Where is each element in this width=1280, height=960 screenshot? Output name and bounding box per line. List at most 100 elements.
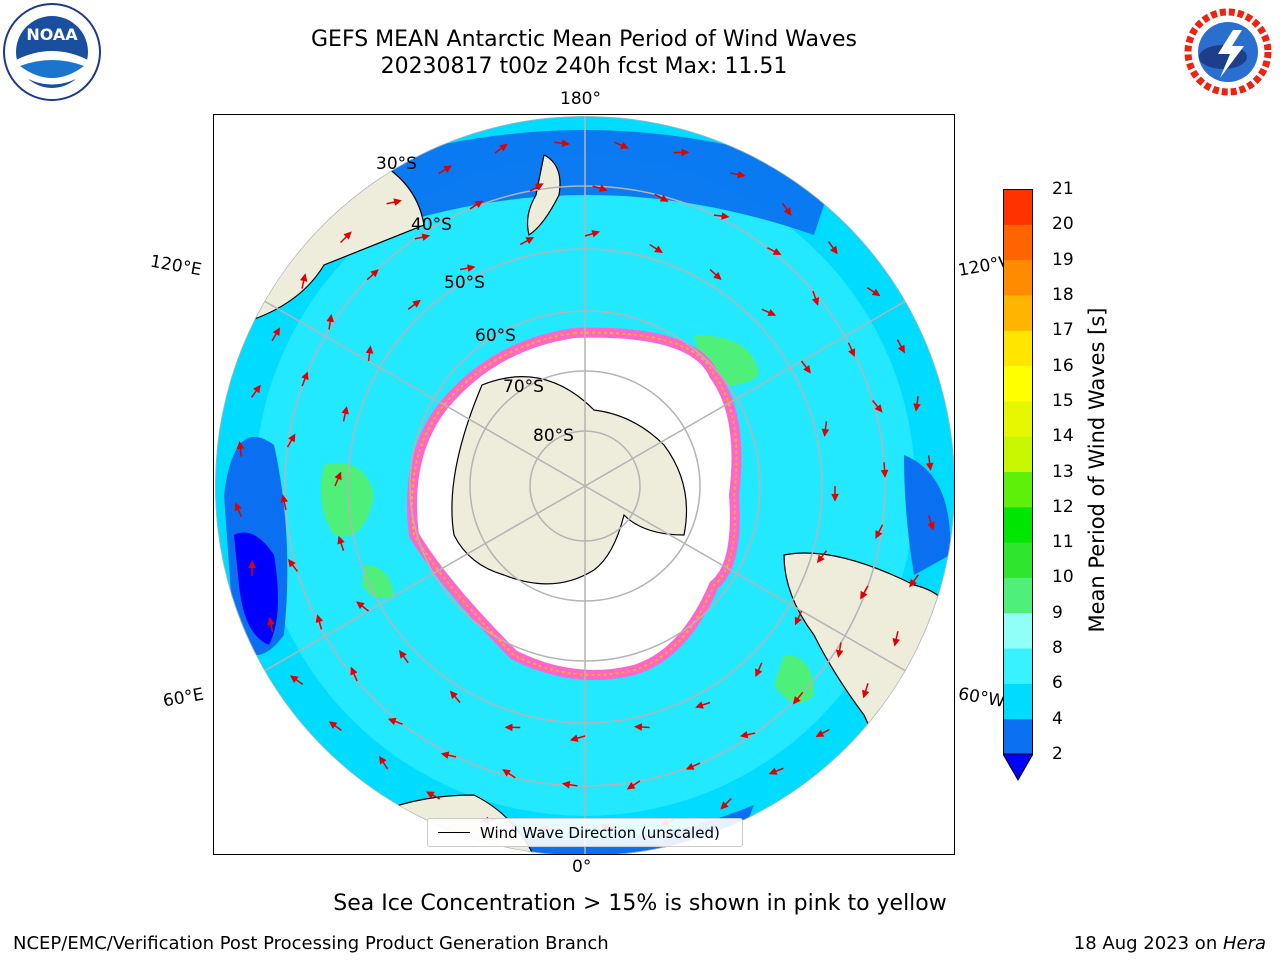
wind-arrow-head: [768, 767, 778, 775]
wind-arrow-head: [892, 638, 900, 647]
wind-arrow-head: [499, 143, 508, 152]
wind-arrow-head: [860, 590, 868, 600]
wind-arrow-head: [654, 245, 663, 254]
sea-ice-note: Sea Ice Concentration > 15% is shown in …: [333, 891, 947, 916]
wind-arrow-head: [236, 440, 245, 450]
footer-host: Hera: [1222, 933, 1266, 954]
wind-arrow-head: [909, 578, 917, 588]
wind-arrow-head: [350, 666, 358, 676]
wind-arrow-head: [685, 762, 695, 770]
wind-arrow-head: [421, 233, 431, 241]
antarctica-land: [451, 376, 687, 585]
wind-arrow-head: [739, 730, 749, 739]
colorbar-frame: [1003, 189, 1033, 755]
madagascar-land: [215, 767, 295, 836]
colorbar-tick-label: 14: [1052, 426, 1074, 447]
wind-arrow-head: [248, 560, 256, 569]
colorbar-tick-label: 2: [1052, 744, 1063, 764]
colorbar-segment: [1003, 294, 1033, 331]
lat-label-30s: 30°S: [376, 154, 417, 174]
lon-label-120e: 120°E: [148, 251, 204, 281]
colorbar-segment: [1003, 400, 1033, 437]
lat-label-70s: 70°S: [503, 377, 544, 397]
wind-arrow-head: [927, 521, 935, 531]
wind-arrow-head: [425, 791, 435, 799]
wind-arrow-head: [626, 782, 636, 790]
wind-arrow-head: [334, 471, 342, 481]
wind-arrow-head: [794, 616, 802, 626]
lon-label-60e: 60°E: [161, 684, 206, 712]
colorbar-segment: [1003, 259, 1033, 296]
wind-arrow-head: [379, 755, 387, 765]
wind-arrow-head: [343, 231, 352, 240]
wind-arrow-head: [811, 297, 820, 306]
wind-arrow-head: [681, 148, 690, 157]
wind-arrow-head: [835, 649, 844, 659]
noaa-logo-text: NOAA: [26, 25, 78, 44]
new-zealand-land: [526, 154, 561, 236]
lat-label-80s: 80°S: [533, 426, 574, 446]
wind-arrow-head: [365, 345, 374, 354]
wind-arrow-head: [412, 299, 421, 308]
wind-arrow-head: [792, 695, 801, 705]
wind-arrow-head: [767, 308, 777, 316]
wind-arrow-head: [561, 780, 571, 789]
colorbar-segment: [1003, 542, 1033, 578]
lat-label-50s: 50°S: [444, 273, 485, 293]
wind-arrow-head: [772, 247, 782, 255]
wind-arrow-head: [783, 207, 792, 216]
wind-arrow-head: [272, 327, 281, 336]
wind-arrow-head: [913, 403, 921, 412]
legend-line-icon: [438, 832, 470, 833]
wind-arrow-head: [440, 751, 450, 759]
polar-map: 30°S 40°S 50°S 60°S 70°S 80°S: [213, 114, 955, 855]
wind-arrow-head: [399, 650, 407, 659]
wind-arrow-head: [720, 801, 729, 810]
footer-credit: NCEP/EMC/Verification Post Processing Pr…: [13, 933, 609, 954]
colorbar-svg: [1002, 189, 1034, 782]
wind-arrow-head: [695, 701, 704, 709]
colorbar-title: Mean Period of Wind Waves [s]: [1085, 307, 1109, 633]
colorbar-ticks: 21 20 19 18 17 16 15 14 13 12 11 10 9 8 6 4 2: [1040, 179, 1100, 780]
wind-arrow-head: [721, 212, 730, 220]
colorbar-tick-label: 12: [1052, 496, 1074, 517]
wind-arrow-head: [449, 690, 458, 699]
colorbar: [1002, 189, 1034, 782]
wind-arrow-head: [925, 462, 934, 471]
colorbar-segment: [1003, 436, 1033, 472]
colorbar-tick-label: 6: [1052, 673, 1063, 694]
wind-arrow-head: [831, 493, 839, 502]
wind-arrow-head: [634, 723, 643, 731]
lon-label-0: 0°: [572, 857, 592, 877]
colorbar-tick-label: 11: [1052, 532, 1074, 553]
wind-arrow-head: [315, 614, 324, 623]
colorbar-segment: [1003, 189, 1033, 225]
wind-arrow-head: [534, 183, 544, 191]
colorbar-tick-label: 20: [1052, 214, 1074, 235]
wind-arrow-head: [737, 170, 746, 179]
colorbar-tick-label: 18: [1052, 284, 1074, 305]
wind-arrow-head: [830, 245, 838, 255]
wind-arrow-head: [874, 404, 883, 413]
map-legend: Wind Wave Direction (unscaled): [427, 818, 743, 847]
wind-arrow-head: [328, 721, 338, 729]
chart-title: GEFS MEAN Antarctic Mean Period of Wind …: [311, 27, 857, 52]
wind-arrow-head: [848, 348, 856, 358]
wind-arrow-head: [301, 371, 309, 381]
colorbar-segment: [1003, 612, 1033, 649]
wind-arrow-head: [370, 269, 379, 278]
wind-arrow-head: [599, 184, 608, 192]
wind-arrow-head: [821, 428, 830, 437]
wind-arrow-head: [299, 273, 308, 282]
wind-arrow-head: [620, 141, 629, 149]
colorbar-segment: [1003, 224, 1033, 261]
colorbar-tick-label: 15: [1052, 390, 1074, 411]
lat-label-40s: 40°S: [411, 215, 452, 235]
wind-arrow-head: [234, 502, 242, 511]
colorbar-segment: [1003, 330, 1033, 367]
wind-arrow-head: [337, 535, 345, 545]
wind-arrow-head: [474, 200, 484, 208]
wind-arrow-head: [862, 689, 870, 699]
legend-label: Wind Wave Direction (unscaled): [480, 823, 720, 842]
wind-arrow-head: [280, 494, 289, 503]
